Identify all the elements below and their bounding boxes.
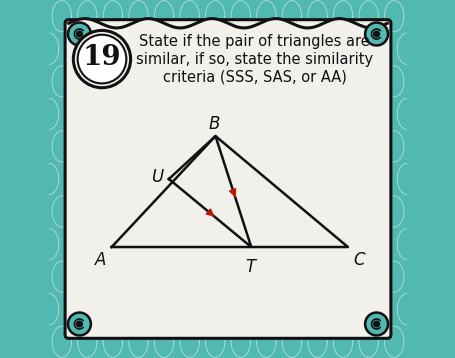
Circle shape [372, 30, 379, 38]
Circle shape [73, 30, 130, 88]
Polygon shape [69, 19, 386, 28]
Circle shape [76, 30, 83, 38]
Circle shape [364, 313, 387, 335]
Circle shape [68, 313, 91, 335]
Text: similar, if so, state the similarity: similar, if so, state the similarity [136, 52, 373, 67]
Text: State if the pair of triangles are: State if the pair of triangles are [139, 34, 369, 49]
Circle shape [68, 23, 91, 45]
Circle shape [372, 320, 379, 328]
Text: 19: 19 [82, 44, 121, 71]
Text: A: A [95, 251, 106, 268]
Text: B: B [208, 115, 220, 132]
FancyBboxPatch shape [65, 20, 390, 338]
Text: U: U [151, 168, 163, 186]
Circle shape [77, 35, 126, 83]
Text: C: C [352, 251, 364, 268]
Circle shape [364, 23, 387, 45]
Circle shape [76, 320, 83, 328]
Text: T: T [245, 258, 255, 276]
Text: criteria (SSS, SAS, or AA): criteria (SSS, SAS, or AA) [162, 69, 346, 84]
